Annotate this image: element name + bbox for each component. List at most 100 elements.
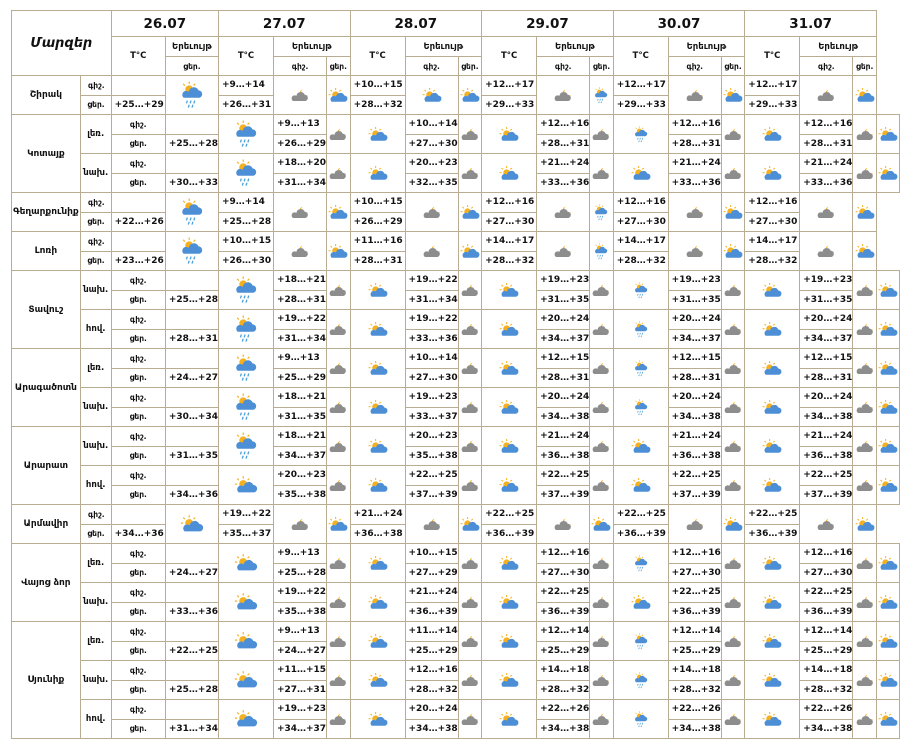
weather-icon-cell xyxy=(720,465,746,505)
cloud-moon-icon xyxy=(591,594,612,611)
sun-cloud-icon xyxy=(483,399,536,416)
temp-range: +28…+31 xyxy=(536,367,591,388)
weather-icon-cell xyxy=(457,348,483,388)
sun-cloud-icon xyxy=(746,711,799,728)
weather-icon-cell xyxy=(457,465,483,505)
weather-icon-cell xyxy=(481,270,538,310)
cloud-moon-icon xyxy=(459,360,480,377)
temp-range: +24…+27 xyxy=(272,640,328,661)
temp-range: +30…+34 xyxy=(164,406,219,427)
temp-range: +19…+22 xyxy=(217,504,274,525)
sun-cloud-rain-icon xyxy=(591,86,612,104)
sun-cloud-icon xyxy=(746,438,799,455)
sun-cloud-rain-icon xyxy=(219,159,272,187)
cloud-moon-icon xyxy=(274,87,325,104)
weather-icon-cell xyxy=(404,192,459,232)
temp-range: +28…+31 xyxy=(799,367,854,388)
forecast-row: ցեր. +22…+25 +24…+27 +25…+29 +25…+29 +25…+29 +… xyxy=(12,640,900,661)
cloud-moon-icon xyxy=(328,438,349,455)
weather-icon-cell xyxy=(457,387,483,427)
weather-icon-cell xyxy=(667,504,722,544)
temp-range: +18…+21 xyxy=(272,270,328,291)
weather-icon-cell xyxy=(876,426,900,466)
temp-range: +21…+24 xyxy=(667,426,722,447)
cloud-moon-icon xyxy=(669,243,720,260)
cloud-moon-icon xyxy=(591,360,612,377)
weather-icon-cell xyxy=(720,543,746,583)
temp-range: +19…+23 xyxy=(667,270,722,291)
sun-cloud-rain-icon xyxy=(614,671,667,689)
weather-icon-cell xyxy=(744,426,801,466)
temp-range: +28…+32 xyxy=(481,250,538,271)
temp-range: +34…+38 xyxy=(667,406,722,427)
weather-icon-cell xyxy=(217,387,274,427)
sun-cloud-rain-icon xyxy=(219,276,272,304)
weather-icon-cell xyxy=(589,348,614,388)
temp-range: +19…+23 xyxy=(799,270,854,291)
temp-range: +22…+26 xyxy=(110,211,166,232)
night-label: գիշ. xyxy=(110,426,166,447)
cloud-moon-icon xyxy=(328,165,349,182)
temp-range: +37…+39 xyxy=(667,484,722,505)
cloud-moon-icon xyxy=(854,399,876,416)
temp-range: +22…+26 xyxy=(667,699,722,720)
cloud-moon-icon xyxy=(591,282,612,299)
day-label: ցեր. xyxy=(110,640,166,661)
sub-zone-label: լեռ. xyxy=(79,114,112,154)
weather-icon-cell xyxy=(852,465,877,505)
weather-icon-cell xyxy=(217,309,274,349)
sun-cloud-icon xyxy=(351,711,404,728)
sun-cloud-rain-icon xyxy=(219,315,272,343)
region-name: Արագածոտն xyxy=(11,348,81,427)
weather-icon-cell xyxy=(457,153,483,193)
temp-range xyxy=(110,192,166,213)
temp-range: +35…+38 xyxy=(404,445,459,466)
temp-range: +29…+33 xyxy=(481,94,538,115)
cloud-moon-icon xyxy=(722,321,743,338)
sun-cloud-icon xyxy=(351,672,404,689)
temp-range: +20…+24 xyxy=(799,309,854,330)
night-label: գիշ. xyxy=(79,75,112,96)
weather-icon-cell xyxy=(720,309,746,349)
weather-icon-cell xyxy=(589,114,614,154)
day-label: ցեր. xyxy=(79,250,112,271)
forecast-row: ցեր. +31…+34 +34…+37 +34…+38 +34…+38 +34…+38 +… xyxy=(12,718,900,739)
temp-range: +34…+38 xyxy=(536,718,591,739)
weather-icon-cell xyxy=(326,348,351,388)
sun-cloud-icon xyxy=(854,516,876,533)
night-label: գիշ. xyxy=(79,504,112,525)
sun-cloud-icon xyxy=(878,399,899,416)
temp-range: +26…+31 xyxy=(217,94,274,115)
sun-cloud-icon xyxy=(219,666,272,694)
weather-icon-cell xyxy=(272,192,328,232)
day-label: ցեր. xyxy=(110,172,166,193)
night-label: գիշ. xyxy=(110,699,166,720)
weather-icon-cell xyxy=(272,504,328,544)
sun-cloud-icon xyxy=(878,438,899,455)
weather-icon-cell xyxy=(744,114,801,154)
weather-icon-cell xyxy=(326,387,351,427)
temp-range: +31…+35 xyxy=(799,289,854,310)
weather-icon-cell xyxy=(349,387,406,427)
weather-icon-cell xyxy=(326,504,351,544)
sun-cloud-icon xyxy=(328,516,349,533)
temp-range: +22…+25 xyxy=(536,582,591,603)
temp-range: +28…+31 xyxy=(349,250,406,271)
cloud-moon-icon xyxy=(459,165,480,182)
weather-icon-cell xyxy=(217,621,274,661)
date-header: 27.07 xyxy=(217,10,351,37)
cloud-moon-icon xyxy=(722,438,743,455)
weather-icon-cell xyxy=(481,387,538,427)
temp-range: +34…+37 xyxy=(536,328,591,349)
weather-icon-cell xyxy=(217,153,274,193)
sun-cloud-icon xyxy=(722,516,743,533)
night-label: գիշ. xyxy=(110,543,166,564)
weather-icon-cell xyxy=(457,114,483,154)
sub-zone-label: հով. xyxy=(79,465,112,505)
weather-icon-cell xyxy=(876,543,900,583)
weather-icon-cell xyxy=(457,75,483,115)
weather-icon-cell xyxy=(349,153,406,193)
weather-icon-cell xyxy=(744,348,801,388)
cloud-moon-icon xyxy=(854,282,876,299)
sun-cloud-icon xyxy=(854,204,876,221)
